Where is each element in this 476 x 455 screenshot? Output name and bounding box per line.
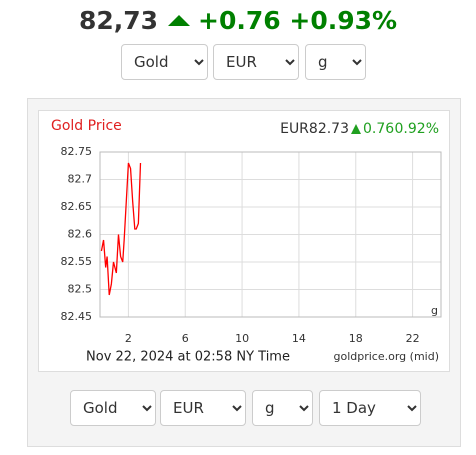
- price: 82,73: [78, 6, 159, 35]
- y-tick-label: 82.5: [68, 283, 93, 296]
- x-tick-label: 2: [125, 332, 132, 345]
- x-tick-label: 6: [182, 332, 189, 345]
- unit-label: g: [431, 304, 438, 317]
- y-tick-label: 82.45: [61, 310, 93, 323]
- y-tick-label: 82.7: [68, 173, 93, 186]
- y-tick-label: 82.6: [68, 228, 93, 241]
- x-tick-label: 14: [292, 332, 306, 345]
- unit-select[interactable]: g: [305, 44, 366, 80]
- chart-change: 0.76: [363, 121, 394, 137]
- metal-select[interactable]: Gold: [121, 44, 208, 80]
- chart-date: Nov 22, 2024 at 02:58 NY Time: [86, 350, 290, 365]
- x-tick-label: 10: [235, 332, 249, 345]
- currency-select[interactable]: EUR: [160, 390, 246, 426]
- unit-select[interactable]: g: [252, 390, 313, 426]
- y-tick-label: 82.65: [61, 200, 93, 213]
- y-tick-label: 82.55: [61, 255, 93, 268]
- range-select[interactable]: 1 Day: [319, 390, 421, 426]
- chart-source: goldprice.org (mid): [334, 350, 440, 363]
- price-line: [100, 162, 142, 296]
- plot-border: [99, 151, 442, 318]
- price-header: 82,73 +0.76 +0.93%: [0, 6, 476, 35]
- chart: Gold Price EUR82.73 0.76 0.92% g Nov 22,…: [38, 110, 450, 372]
- chart-title: Gold Price: [51, 118, 122, 134]
- chart-percent: 0.92%: [395, 121, 439, 137]
- metal-select[interactable]: Gold: [70, 390, 156, 426]
- currency-select[interactable]: EUR: [213, 44, 299, 80]
- chart-price: EUR82.73: [280, 121, 349, 137]
- change: +0.76: [198, 6, 281, 35]
- x-tick-label: 18: [349, 332, 363, 345]
- y-tick-label: 82.75: [61, 145, 93, 158]
- up-arrow: [168, 14, 191, 26]
- percent: +0.93%: [289, 6, 398, 35]
- x-tick-label: 22: [406, 332, 420, 345]
- up-arrow: [351, 124, 361, 134]
